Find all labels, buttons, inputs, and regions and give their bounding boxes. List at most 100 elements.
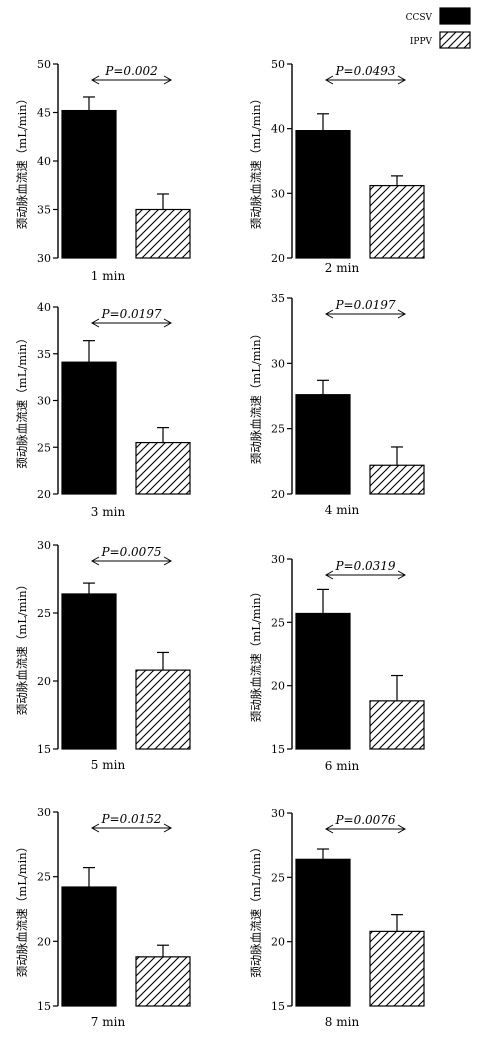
y-tick-label: 30 [37, 806, 51, 819]
x-axis-label: 4 min [325, 503, 360, 517]
p-value-annotation: P=0.0319 [334, 559, 395, 573]
y-tick-label: 25 [271, 616, 285, 629]
arrow-head-left [324, 309, 334, 319]
y-tick-label: 35 [37, 204, 51, 217]
y-tick-label: 20 [37, 675, 51, 688]
p-value-annotation: P=0.002 [104, 64, 157, 78]
chart-panel-5: 15 20 25 30 颈动脉血流速（mL/min） P=0.0075 5 min [15, 539, 191, 772]
y-tick-label: 30 [37, 395, 51, 408]
arrow-head-right [163, 75, 173, 85]
arrow-head-left [90, 75, 100, 85]
y-tick-label: 50 [37, 58, 51, 71]
y-axis-label: 颈动脉血流速（mL/min） [15, 841, 29, 977]
p-value-annotation: P=0.0076 [334, 813, 395, 827]
y-tick-label: 30 [271, 187, 285, 200]
x-axis-label: 1 min [91, 269, 126, 283]
arrow-head-left [324, 824, 334, 834]
y-tick-label: 15 [37, 743, 51, 756]
bar-ccsv [295, 394, 351, 495]
legend-label-ippv: IPPV [410, 37, 433, 47]
x-axis-label: 2 min [325, 261, 360, 275]
y-tick-label: 30 [37, 539, 51, 552]
y-axis-label: 颈动脉血流速（mL/min） [15, 579, 29, 715]
y-axis-label: 颈动脉血流速（mL/min） [15, 93, 29, 229]
y-tick-label: 25 [37, 441, 51, 454]
legend-label-ccsv: CCSV [406, 13, 433, 23]
arrow-head-left [90, 823, 100, 833]
arrow-head-left [324, 75, 334, 85]
y-axis-label: 颈动脉血流速（mL/min） [249, 328, 263, 464]
arrow-head-left [90, 556, 100, 566]
chart-panel-4: 20 25 30 35 颈动脉血流速（mL/min） P=0.0197 4 min [249, 292, 425, 517]
y-tick-label: 40 [37, 155, 51, 168]
x-axis-label: 3 min [91, 505, 126, 519]
y-tick-label: 20 [37, 935, 51, 948]
bar-ippv [135, 669, 191, 750]
chart-panel-2: 20 30 40 50 颈动脉血流速（mL/min） P=0.0493 2 min [249, 58, 425, 275]
y-tick-label: 30 [271, 807, 285, 820]
arrow-head-left [90, 318, 100, 328]
x-axis-label: 7 min [91, 1015, 126, 1029]
arrow-head-right [163, 823, 173, 833]
bar-ippv [369, 700, 425, 750]
x-axis-label: 5 min [91, 758, 126, 772]
bar-ippv [369, 930, 425, 1007]
arrow-head-right [397, 75, 407, 85]
y-tick-label: 45 [37, 107, 51, 120]
y-tick-label: 35 [271, 292, 285, 305]
y-tick-label: 25 [37, 607, 51, 620]
y-tick-label: 20 [271, 680, 285, 693]
p-value-annotation: P=0.0493 [334, 64, 395, 78]
y-axis-label: 颈动脉血流速（mL/min） [249, 93, 263, 229]
y-axis-label: 颈动脉血流速（mL/min） [249, 586, 263, 722]
x-axis-label: 6 min [325, 759, 360, 773]
y-axis-label: 颈动脉血流速（mL/min） [15, 332, 29, 468]
y-tick-label: 30 [271, 357, 285, 370]
legend-swatch-ippv [439, 31, 471, 49]
chart-panel-3: 20 25 30 35 40 颈动脉血流速（mL/min） P=0.0197 3 min [15, 301, 191, 519]
y-tick-label: 20 [271, 252, 285, 265]
bar-ccsv [61, 593, 117, 750]
arrow-head-right [163, 318, 173, 328]
bar-ccsv [61, 361, 117, 495]
arrow-head-right [163, 556, 173, 566]
y-tick-label: 25 [37, 871, 51, 884]
arrow-head-right [397, 309, 407, 319]
chart-panel-7: 15 20 25 30 颈动脉血流速（mL/min） P=0.0152 7 min [15, 806, 191, 1029]
y-tick-label: 25 [271, 423, 285, 436]
bar-ippv [369, 464, 425, 495]
y-tick-label: 50 [271, 58, 285, 71]
chart-panel-8: 15 20 25 30 颈动脉血流速（mL/min） P=0.0076 8 min [249, 807, 425, 1029]
y-tick-label: 25 [271, 871, 285, 884]
bar-ccsv [61, 109, 117, 259]
bar-ippv [135, 208, 191, 259]
p-value-annotation: P=0.0197 [334, 298, 395, 312]
legend: CCSV IPPV [406, 7, 471, 49]
p-value-annotation: P=0.0152 [100, 812, 161, 826]
bar-ippv [135, 441, 191, 495]
y-tick-label: 20 [271, 936, 285, 949]
legend-swatch-ccsv [439, 7, 471, 25]
y-tick-label: 30 [271, 553, 285, 566]
y-tick-label: 15 [271, 1000, 285, 1013]
y-tick-label: 15 [37, 1000, 51, 1013]
bar-ccsv [295, 612, 351, 750]
y-tick-label: 40 [37, 301, 51, 314]
y-tick-label: 20 [37, 488, 51, 501]
bar-ccsv [295, 130, 351, 259]
chart-panel-1: 30 35 40 45 50 颈动脉血流速（mL/min） P=0.002 1 min [15, 58, 191, 283]
p-value-annotation: P=0.0197 [100, 307, 161, 321]
bar-ccsv [295, 858, 351, 1007]
y-tick-label: 15 [271, 743, 285, 756]
y-tick-label: 40 [271, 123, 285, 136]
y-tick-label: 35 [37, 348, 51, 361]
y-axis-label: 颈动脉血流速（mL/min） [249, 841, 263, 977]
y-tick-label: 30 [37, 252, 51, 265]
chart-panel-6: 15 20 25 30 颈动脉血流速（mL/min） P=0.0319 6 min [249, 553, 425, 773]
bar-ippv [369, 184, 425, 259]
y-tick-label: 20 [271, 488, 285, 501]
x-axis-label: 8 min [325, 1015, 360, 1029]
p-value-annotation: P=0.0075 [100, 545, 161, 559]
